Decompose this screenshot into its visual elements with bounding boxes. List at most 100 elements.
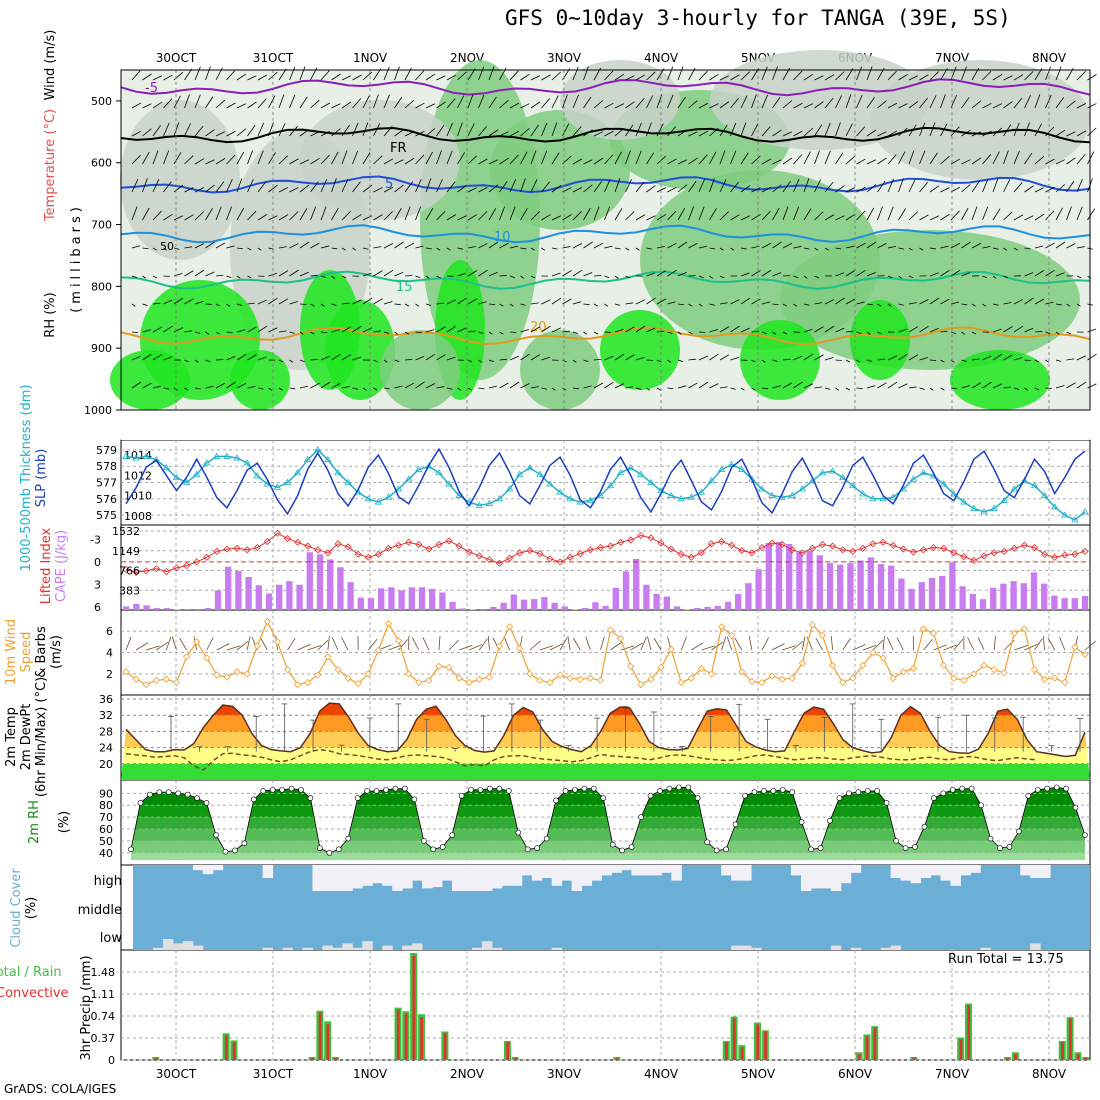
pressure-tick: 800 [91,280,112,293]
cloud-high [741,865,752,881]
wind-barb [625,124,634,137]
wind-barb [446,122,453,137]
rh-marker [175,790,182,797]
wind-marker [566,674,574,682]
wind-barb [667,126,677,137]
wind-barb [520,151,528,165]
wind-barb [898,178,904,193]
wind-barb [898,383,908,389]
wind-barb [278,94,285,109]
wind-barb [824,357,834,361]
wind-barb [1045,331,1051,335]
wind-barb [698,355,708,361]
wind-marker [970,670,978,678]
wind-barb [709,303,715,306]
wind-barb [179,637,187,651]
cape-bar [1051,595,1058,610]
wind-marker [808,621,817,629]
wind-barb [215,181,225,193]
cape-bar [918,582,925,610]
li-marker [980,552,988,560]
wind-barb [698,102,709,109]
rh-contour-label: 50 [160,240,174,253]
wind-barb [205,359,211,363]
cloud-high [402,865,413,889]
wind-barb [667,242,677,249]
wind-barb [236,103,247,109]
cape-bar [653,594,660,610]
rh-marker [713,847,720,854]
li-marker [546,555,554,563]
wind-marker [1041,675,1049,683]
thickness-marker [192,470,201,477]
wind-barb [772,207,780,221]
wind-barb [236,178,243,193]
cloud-high [442,865,453,881]
li-marker [617,538,625,546]
wind-barb [835,272,845,277]
thickness-marker [1030,481,1039,489]
wind-barb [803,303,810,306]
wind-barb [226,275,232,278]
wind-barb [530,150,537,165]
precip-tick: 0.37 [91,1032,116,1045]
wind-barb [572,126,582,137]
wind-barb [950,94,958,109]
cloud-high [471,865,483,891]
wind-marker [627,662,635,670]
wind-barb [257,356,267,361]
rh-shade [520,330,600,410]
wind-barb [1066,131,1076,137]
wind-barb [163,98,173,109]
wind-barb [331,247,338,250]
wind-barb [740,327,750,333]
wind-barb [436,354,446,361]
wind-barb [1024,122,1030,137]
cloud-low [332,947,343,950]
precip-bar-convective [1061,1042,1064,1060]
wind-barb [520,275,525,279]
date-label-bottom: 2NOV [450,1067,485,1081]
wind-barb [499,382,509,389]
wind-barb [131,179,139,193]
wind-barb [709,208,717,221]
panel-frame-upper [120,69,1091,411]
wind-barb [425,383,436,389]
wind-barb [404,206,411,221]
wind-barb [467,298,478,305]
date-label-top: 30OCT [156,51,197,65]
wind-barb [782,242,793,249]
wind-marker [617,635,625,643]
cloud-high [790,865,802,876]
wind-barb [549,643,563,651]
wind-barb [751,94,757,109]
wind-barb [1024,95,1031,109]
rh-marker [402,785,408,792]
wind-barb [667,158,677,165]
wind-marker [364,670,372,678]
rh-marker [770,788,777,794]
wind-barb [383,387,390,390]
wind-barb [152,302,161,305]
cape-bar [449,601,456,610]
wind-barb [131,70,141,81]
wind-barb [215,99,226,109]
wind-barb [457,297,467,305]
axis-label: (%) [24,897,39,920]
axis-label: 2m DewPt [19,704,34,771]
wind-barb [530,326,541,333]
wind-barb [572,94,579,109]
wind-barb [299,66,306,81]
rh-marker [1053,784,1060,791]
thickness-marker [677,495,685,502]
rh-marker [449,832,455,838]
wind-barb [194,269,205,277]
wind-barb [761,210,771,221]
rh-marker [392,785,399,792]
wind-barb [625,326,635,333]
wind-barb [488,159,498,165]
wind-barb [835,185,845,193]
wind-barb [194,94,201,109]
cloud-high [721,865,732,876]
